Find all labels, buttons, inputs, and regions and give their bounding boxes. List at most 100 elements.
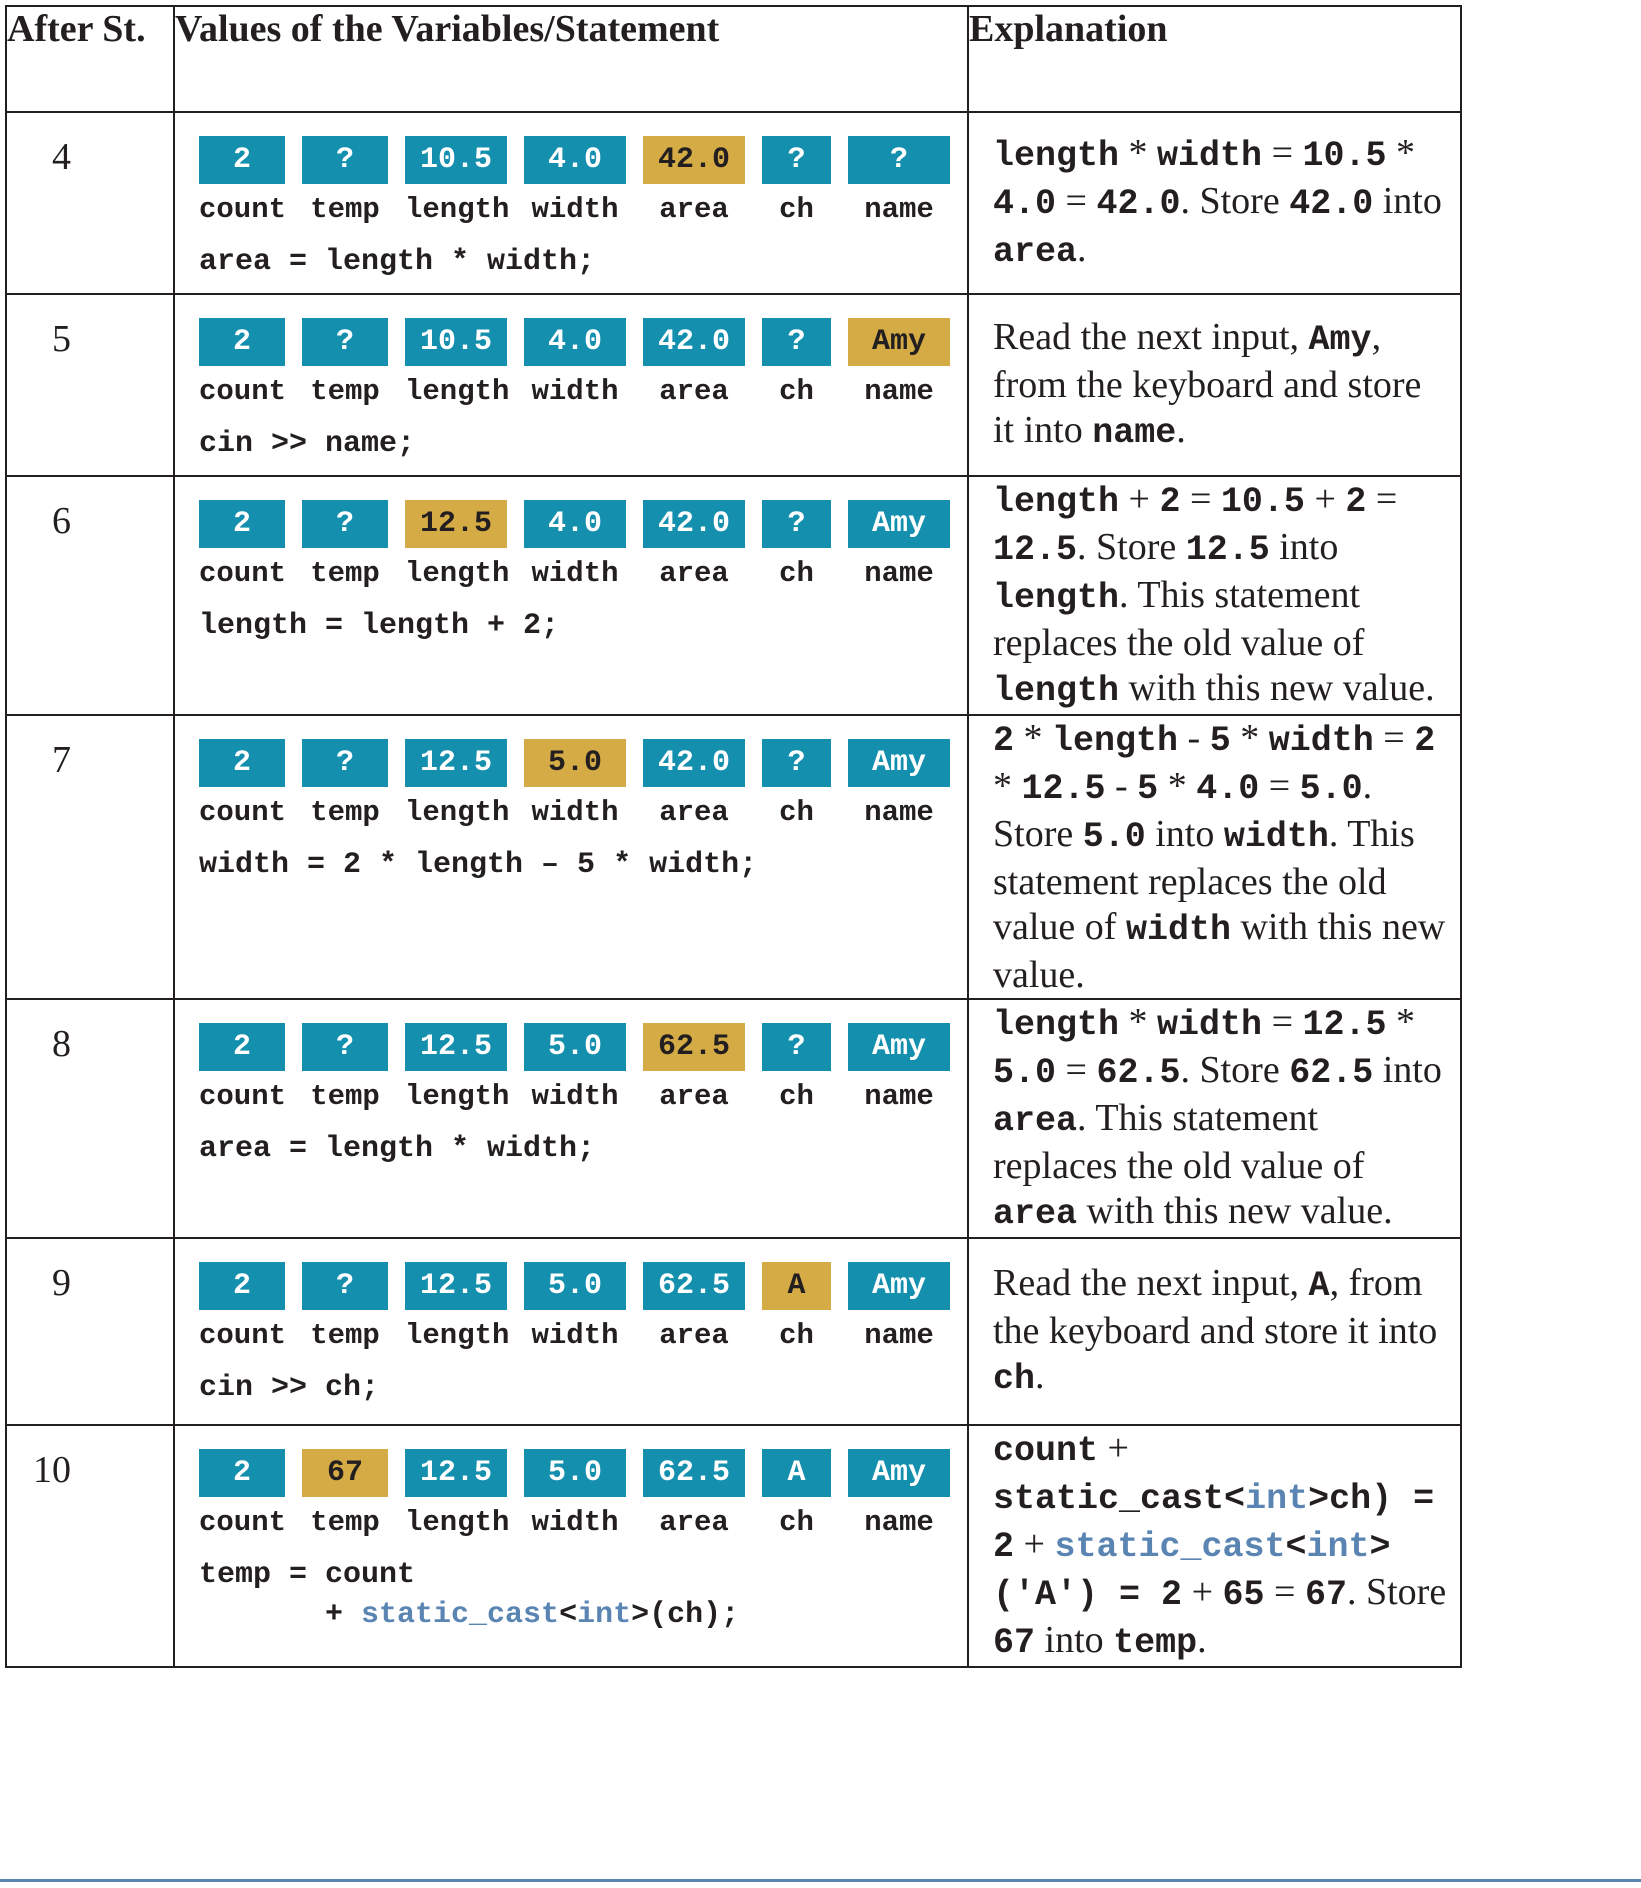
variable-label-ch: ch xyxy=(779,1080,814,1113)
explanation-text: into xyxy=(1035,1619,1114,1661)
explanation-code: 42.0 xyxy=(1289,184,1374,224)
value-box-length: 12.5 xyxy=(405,500,507,548)
explanation-code: width xyxy=(1223,817,1329,857)
bottom-rule xyxy=(0,1879,1641,1882)
statement: cin >> name; xyxy=(199,427,416,461)
explanation-code: 2 xyxy=(993,1527,1015,1567)
explanation-text: = xyxy=(1373,717,1415,759)
value-box-temp: ? xyxy=(302,739,388,787)
keyword: static_cast xyxy=(361,1598,560,1632)
variable-label-length: length xyxy=(405,796,510,829)
explanation-code: 5.0 xyxy=(1082,817,1146,857)
variable-label-ch: ch xyxy=(779,1506,814,1539)
explanation-text: + xyxy=(1014,1523,1055,1565)
value-box-area: 62.5 xyxy=(643,1449,745,1497)
value-box-area: 42.0 xyxy=(643,739,745,787)
explanation-code: 5.0 xyxy=(993,1053,1057,1093)
table-row: 10 2 67 12.5 5.0 62.5 A Amy count temp length width… xyxy=(5,1424,1462,1668)
explanation-text: into xyxy=(1269,526,1339,568)
explanation-code: 2 xyxy=(1345,482,1367,522)
explanation-code: 67 xyxy=(1304,1575,1347,1615)
variable-label-count: count xyxy=(199,1319,287,1352)
variable-label-count: count xyxy=(199,1506,287,1539)
variable-label-temp: temp xyxy=(310,193,380,226)
explanation-code: 4.0 xyxy=(1196,769,1260,809)
explanation-code: length xyxy=(993,136,1120,176)
explanation-text: . xyxy=(1077,228,1087,270)
explanation: count + static_cast<int>ch) = 2 + static… xyxy=(967,1424,1462,1668)
variable-label-length: length xyxy=(405,557,510,590)
explanation-code: 2 xyxy=(993,721,1015,761)
value-boxes: 2? 12.5 5.0 62.5? Amy xyxy=(199,1023,967,1071)
table-row: 9 2? 12.5 5.0 62.5 A Amy count temp length width ar… xyxy=(5,1237,1462,1426)
explanation-code: width xyxy=(1268,721,1374,761)
variable-labels: count temp length width area ch name xyxy=(199,1503,967,1543)
explanation-text: = xyxy=(1262,132,1303,174)
value-box-width: 5.0 xyxy=(524,1262,626,1310)
explanation-text: . This statement replaces the old value … xyxy=(993,813,1415,948)
variable-label-name: name xyxy=(864,375,934,408)
explanation-text: = xyxy=(1259,765,1300,807)
statement: length = length + 2; xyxy=(199,609,560,643)
value-box-name: Amy xyxy=(848,500,950,548)
values-cell: 2? 10.5 4.0 42.0?? count temp length width area c… xyxy=(173,111,969,295)
explanation-text: with this new value. xyxy=(1119,667,1435,709)
values-cell: 2? 12.5 4.0 42.0? Amy count temp length width are… xyxy=(173,475,969,716)
value-box-name: Amy xyxy=(848,739,950,787)
variable-label-count: count xyxy=(199,796,287,829)
value-box-width: 5.0 xyxy=(524,739,626,787)
explanation-code: area xyxy=(993,232,1078,272)
value-box-ch: A xyxy=(762,1449,831,1497)
variable-label-temp: temp xyxy=(310,1080,380,1113)
value-box-width: 5.0 xyxy=(524,1449,626,1497)
explanation-text: with this new value. xyxy=(993,906,1446,996)
explanation-text: . xyxy=(1197,1619,1207,1661)
variable-label-length: length xyxy=(405,1506,510,1539)
value-box-temp: ? xyxy=(302,136,388,184)
explanation-text: = xyxy=(1366,478,1398,520)
header-explanation: Explanation xyxy=(967,5,1462,113)
explanation-text: + xyxy=(1182,1571,1223,1613)
explanation-code: A xyxy=(1308,1266,1330,1306)
explanation-text: * xyxy=(1386,132,1416,174)
code-text: + xyxy=(199,1598,362,1632)
explanation-code: static_cast xyxy=(1054,1527,1286,1567)
variable-label-temp: temp xyxy=(310,1319,380,1352)
value-boxes: 2? 12.5 4.0 42.0? Amy xyxy=(199,500,967,548)
values-cell: 2? 10.5 4.0 42.0? Amy count temp length width are… xyxy=(173,293,969,477)
value-boxes: 2? 10.5 4.0 42.0?? xyxy=(199,136,967,184)
explanation-text: = xyxy=(1264,1571,1305,1613)
variable-label-width: width xyxy=(531,1080,619,1113)
value-box-count: 2 xyxy=(199,1449,285,1497)
explanation-text: - xyxy=(1178,717,1210,759)
explanation-code: temp xyxy=(1113,1623,1198,1663)
variable-label-temp: temp xyxy=(310,375,380,408)
header-step: After St. xyxy=(5,5,175,113)
explanation-code: 2 xyxy=(1161,1575,1183,1615)
explanation-code: int xyxy=(1245,1479,1309,1519)
variable-label-width: width xyxy=(531,796,619,829)
explanation-code: int xyxy=(1306,1527,1370,1567)
explanation-text: * xyxy=(1386,1001,1416,1043)
statement: temp = count xyxy=(199,1558,416,1592)
explanation: Read the next input, A, from the keyboar… xyxy=(967,1237,1462,1426)
explanation-code: > xyxy=(1308,1479,1330,1519)
explanation-code: 10.5 xyxy=(1220,482,1305,522)
variable-label-temp: temp xyxy=(310,557,380,590)
value-box-area: 42.0 xyxy=(643,500,745,548)
explanation-code: 65 xyxy=(1222,1575,1265,1615)
values-cell: 2? 12.5 5.0 42.0? Amy count temp length width are… xyxy=(173,714,969,1000)
variable-labels: count temp length width area ch name xyxy=(199,1077,967,1117)
explanation-text: + xyxy=(1304,478,1346,520)
value-box-temp: ? xyxy=(302,1023,388,1071)
explanation: 2 * length - 5 * width = 2 * 12.5 - 5 * … xyxy=(967,714,1462,1000)
explanation-text: into xyxy=(1373,180,1442,222)
explanation-code: width xyxy=(1157,1005,1263,1045)
header-values: Values of the Variables/Statement xyxy=(173,5,969,113)
explanation-code: 12.5 xyxy=(1302,1005,1387,1045)
explanation-code: ch xyxy=(993,1359,1036,1399)
value-box-name: Amy xyxy=(848,318,950,366)
variable-label-length: length xyxy=(405,1319,510,1352)
variable-label-name: name xyxy=(864,557,934,590)
table-row: 6 2? 12.5 4.0 42.0? Amy count temp length width ar… xyxy=(5,475,1462,716)
